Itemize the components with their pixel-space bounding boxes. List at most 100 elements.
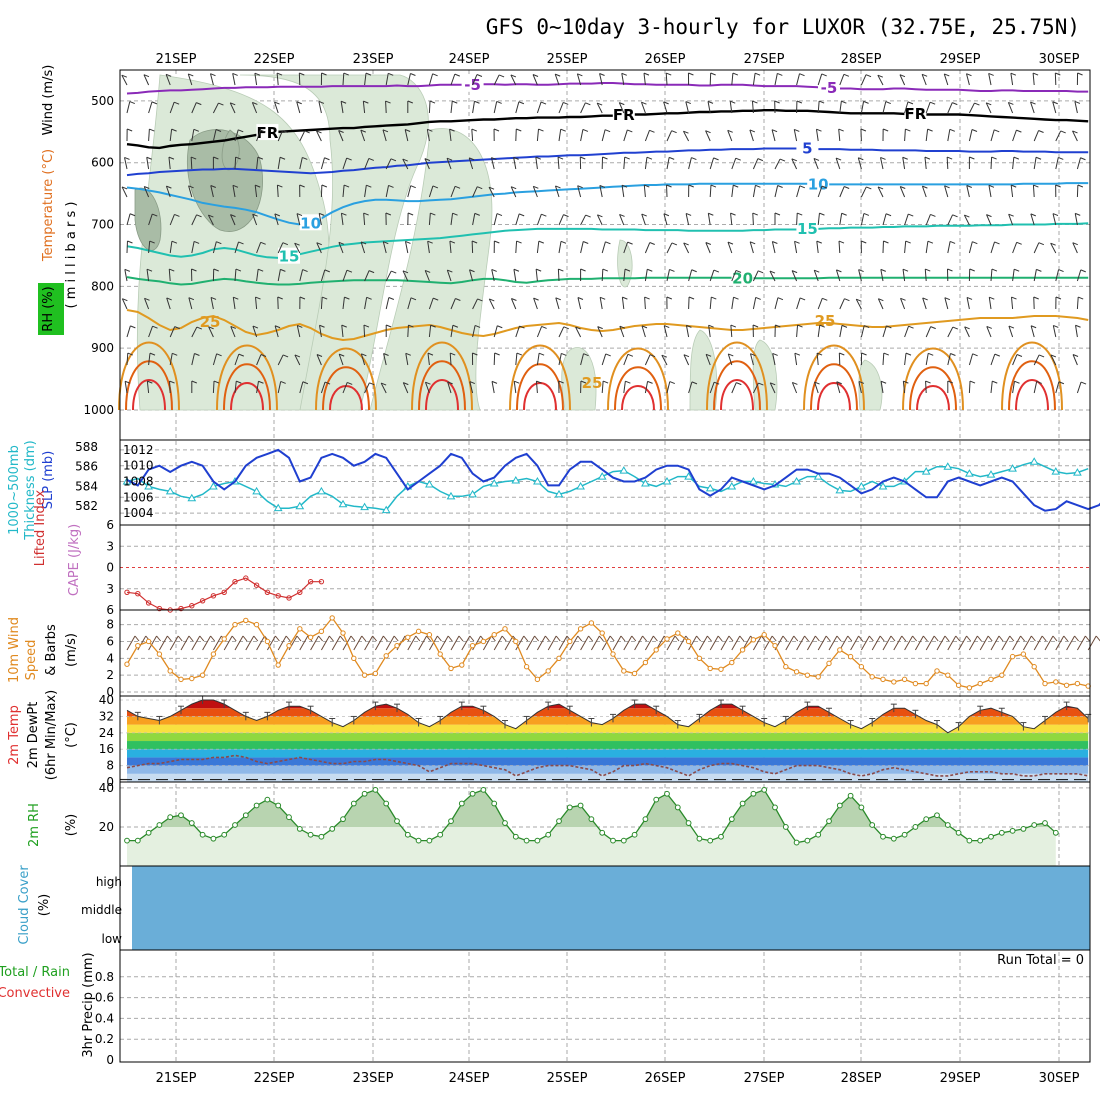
wind-barb (991, 156, 997, 160)
wind-barb (1060, 130, 1066, 134)
wind-barb (230, 102, 236, 106)
wind-barb (991, 268, 998, 272)
wind-barb (536, 635, 546, 651)
wind-barb (836, 381, 842, 385)
wind-barb (469, 635, 475, 642)
wind-barb (402, 158, 409, 170)
date-label-top: 30SEP (1039, 52, 1080, 67)
wind-barb (260, 354, 267, 357)
wind-barb (966, 635, 971, 642)
wind-barb (1036, 268, 1042, 272)
wind-barb (899, 74, 906, 86)
wind-barb (404, 241, 409, 254)
wind-barb (407, 212, 414, 216)
slp-label: SLP (mb) (41, 451, 56, 510)
wind-barb (361, 635, 367, 642)
rh2m-marker (458, 800, 465, 807)
wind-barb (968, 353, 974, 366)
wind-barb (1033, 296, 1039, 300)
wind-barb (452, 324, 459, 328)
isotherm-label-bg (796, 139, 819, 156)
wind-barb (731, 382, 737, 394)
wind-barb (196, 102, 202, 106)
wind-barb (212, 381, 215, 394)
wind-barb (707, 635, 712, 642)
wind-barb (385, 101, 387, 114)
wind-barb (149, 352, 156, 356)
wind-barb (582, 128, 589, 132)
rh-tick-label: 20 (99, 820, 114, 834)
wind-barb (641, 213, 647, 217)
wind-barb (146, 269, 150, 282)
wind-barb (727, 241, 734, 245)
date-label-bottom: 29SEP (940, 1071, 981, 1086)
wind-barb (218, 102, 224, 106)
wind-barb (749, 353, 754, 366)
wind-barb (188, 635, 194, 642)
wind-barb (705, 130, 711, 134)
wind-barb (641, 213, 646, 226)
wind-barb (843, 186, 850, 189)
wind-barb (383, 635, 388, 642)
wind-barb (709, 157, 715, 170)
rh2m-marker (491, 800, 498, 807)
wind-barb (177, 635, 183, 642)
wind-barb (908, 213, 914, 217)
wind-barb (580, 156, 586, 160)
wind-barb (558, 129, 562, 142)
wind-speed-marker (145, 638, 152, 645)
wind-barb (364, 158, 370, 170)
rh2m-marker (178, 812, 184, 819)
wind-speed-marker (502, 626, 508, 632)
wind-barb (963, 214, 970, 226)
wind-barb (857, 157, 862, 170)
wind-barb (949, 240, 956, 244)
rh2m-marker (167, 814, 174, 821)
wind-barb (618, 102, 625, 114)
rh2m-marker (361, 790, 368, 797)
wind-barb (277, 157, 281, 170)
wind-barb (165, 185, 171, 198)
wind-barb (990, 241, 995, 254)
wind-barb (979, 635, 989, 651)
lifted-index-marker (124, 589, 130, 595)
thickness-marker (468, 489, 477, 498)
wind-barb (839, 101, 842, 114)
wind-barb (860, 213, 865, 226)
wind-barb (208, 326, 214, 338)
wind-barb (988, 73, 992, 86)
wind-barb (799, 185, 806, 189)
wind-barb (774, 185, 779, 198)
wind-barb (510, 74, 517, 78)
wind-barb (930, 213, 936, 217)
wind-barb (623, 157, 626, 170)
thickness-marker (1051, 467, 1061, 475)
wind-barb (569, 635, 579, 651)
wind-barb (796, 297, 801, 310)
wind-barb (927, 240, 934, 244)
wind-label-3: & Barbs (44, 624, 59, 676)
wind-barb (665, 73, 668, 86)
wind-barb (796, 73, 801, 86)
wind-barb (324, 157, 330, 161)
wind-barb (815, 635, 820, 642)
wind-barb (234, 353, 240, 366)
wind-barb (752, 100, 758, 104)
wind-barb (755, 184, 761, 188)
wind-barb (1012, 635, 1022, 651)
wind-barb (968, 129, 973, 142)
wind-barb (238, 353, 244, 357)
wind-barb (229, 102, 236, 114)
wind-barb (294, 354, 301, 366)
wind-barb (882, 101, 887, 114)
wind-barb (191, 268, 197, 272)
wind-barb (363, 213, 366, 226)
wind-speed-marker (891, 679, 897, 685)
wind-barb (212, 241, 217, 254)
wind-barb (838, 241, 841, 254)
wind-barb (763, 635, 773, 651)
wind-barb (299, 72, 305, 76)
wind-barb (1077, 184, 1084, 188)
wind-barb (624, 268, 631, 272)
wind-barb (1053, 325, 1059, 328)
